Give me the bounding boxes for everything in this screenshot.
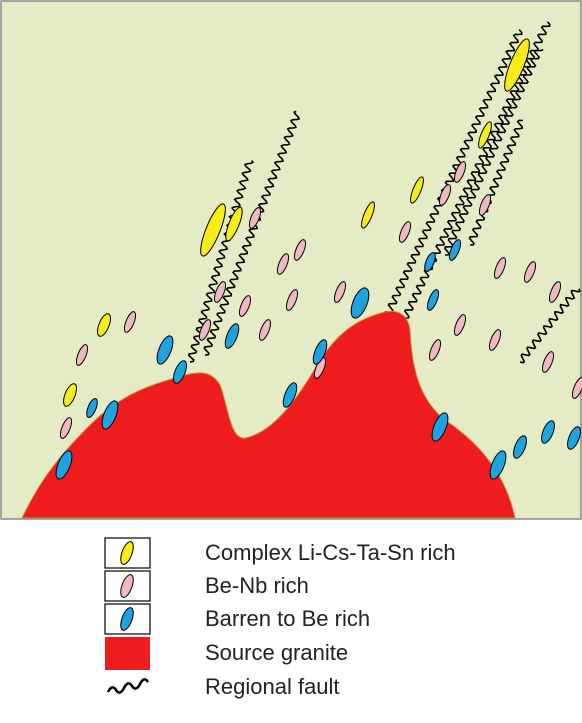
legend-label: Complex Li-Cs-Ta-Sn rich (205, 540, 456, 565)
figure: Complex Li-Cs-Ta-Sn rich Be-Nb rich Barr… (0, 0, 582, 723)
legend-label: Be-Nb rich (205, 573, 309, 598)
legend-label: Source granite (205, 640, 348, 665)
legend-icon-fault (108, 679, 148, 692)
legend-label: Barren to Be rich (205, 606, 370, 631)
legend: Complex Li-Cs-Ta-Sn rich Be-Nb rich Barr… (105, 538, 456, 699)
legend-label: Regional fault (205, 674, 340, 699)
page: {"legend": [ {"label": "Complex Li-Cs-Ta… (0, 0, 582, 723)
legend-icon-granite (105, 637, 150, 670)
